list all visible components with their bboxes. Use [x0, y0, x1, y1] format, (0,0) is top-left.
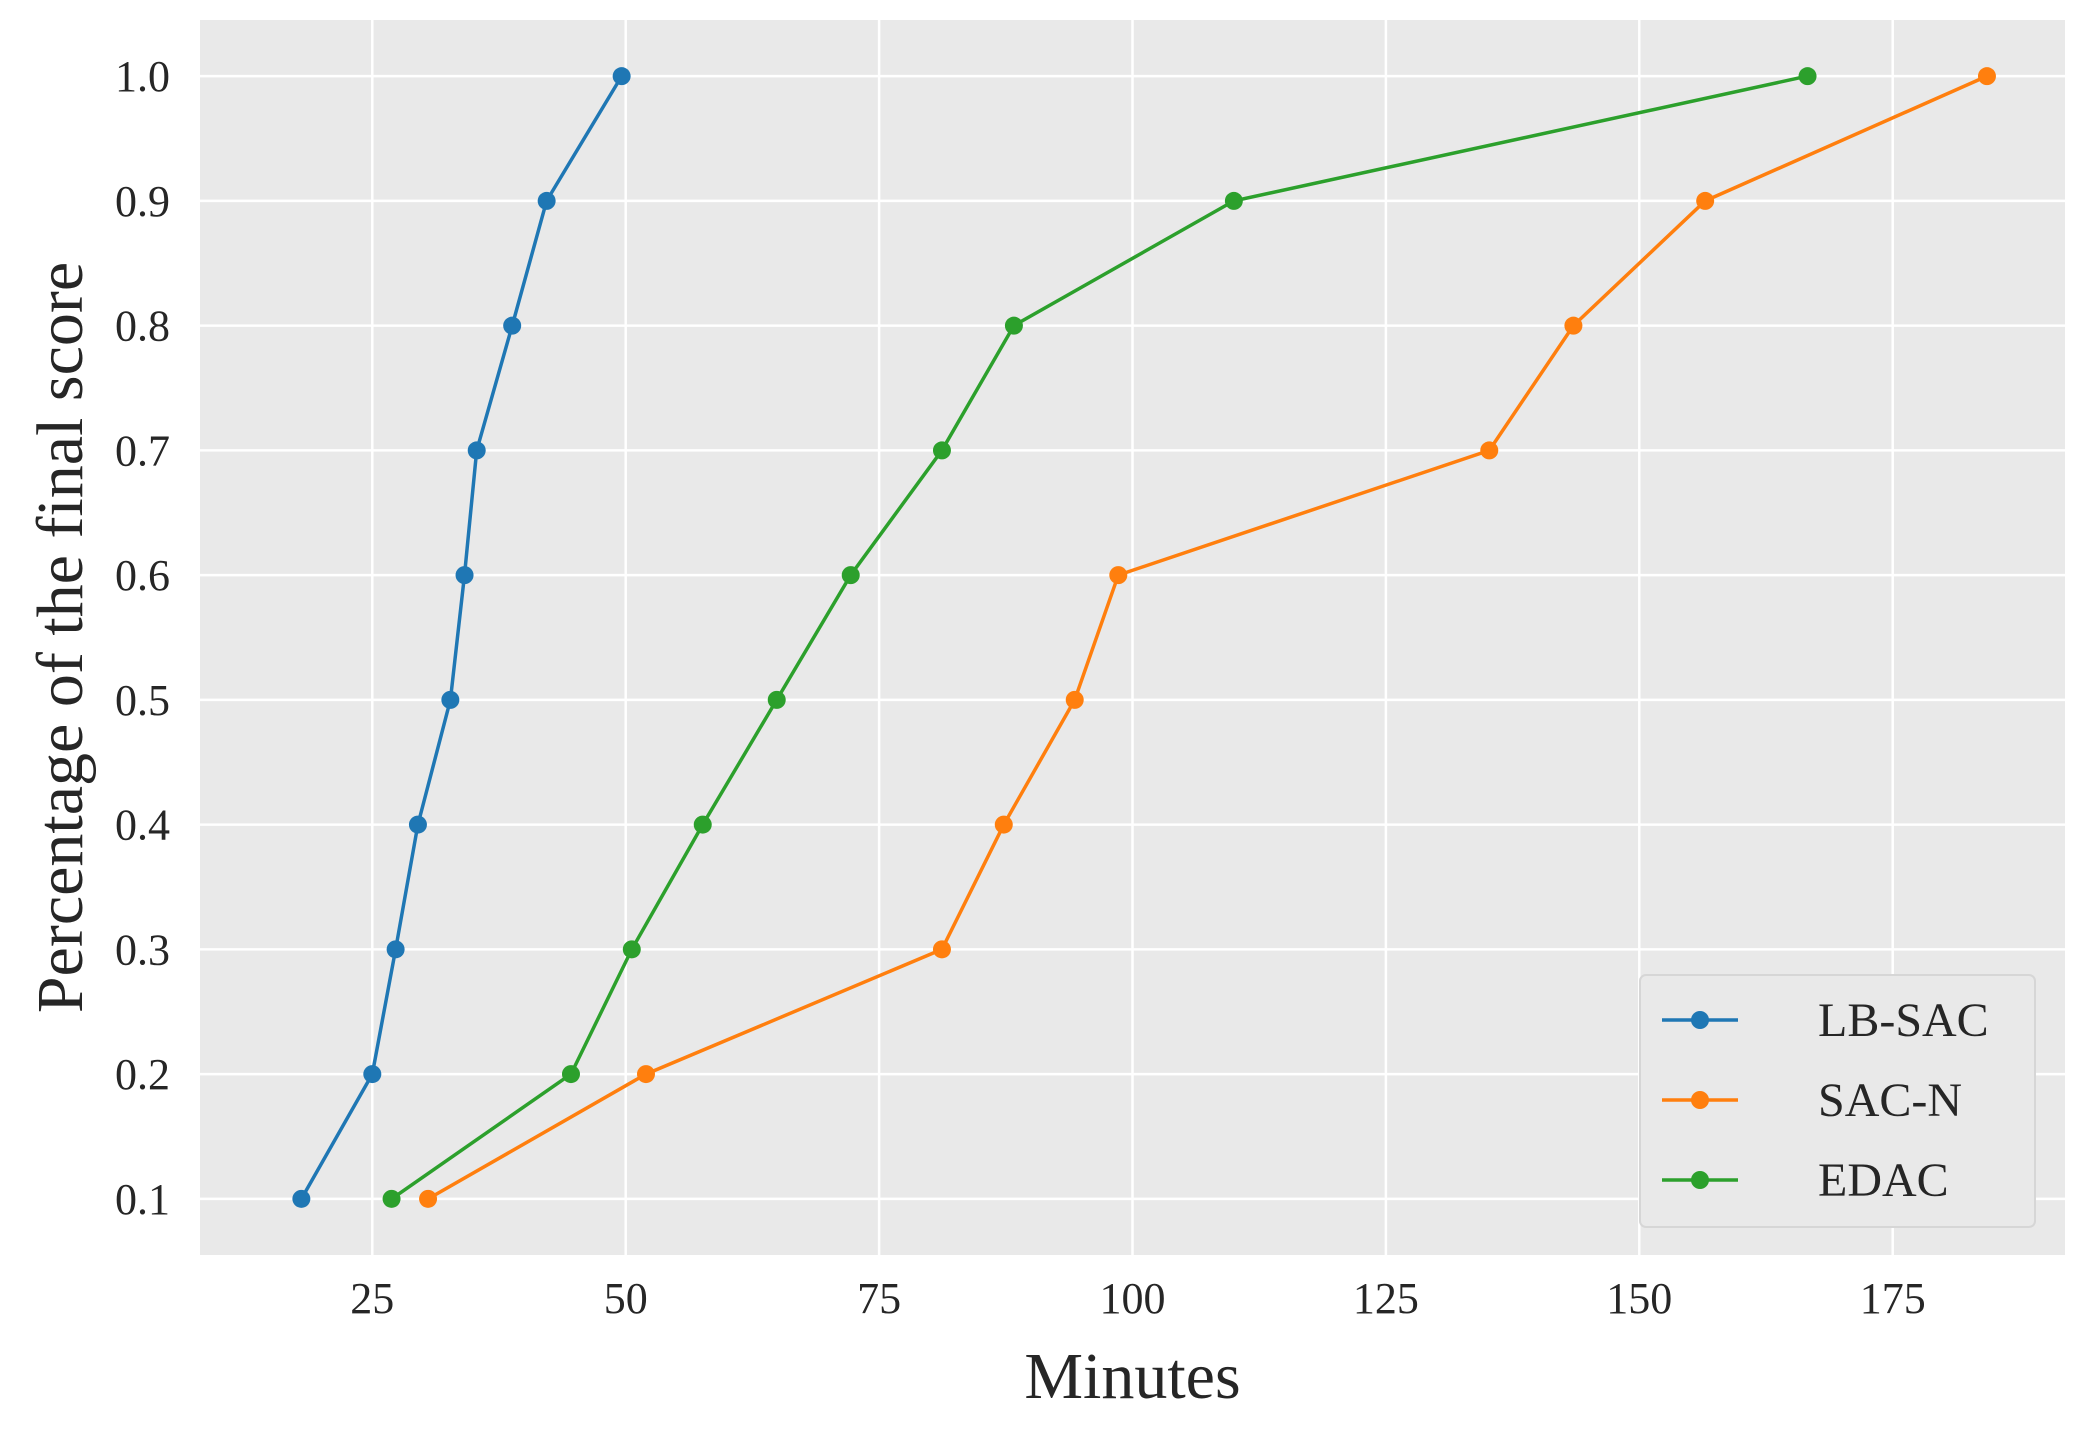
- x-tick-label: 75: [857, 1274, 901, 1323]
- y-tick-label: 0.4: [115, 801, 170, 850]
- data-point: [467, 441, 486, 460]
- legend-marker: [1691, 1011, 1709, 1029]
- series-line: [427, 74, 1988, 1201]
- tick-labels: 25 50 75 100 125 150 175 0.1 0.2 0.3 0.4 0.5 0.6 0.7 0…: [115, 52, 1926, 1323]
- legend-marker: [1691, 1171, 1709, 1189]
- data-point: [419, 1189, 438, 1208]
- series-layer: [292, 67, 1996, 1208]
- y-tick-label: 0.6: [115, 551, 170, 600]
- legend-marker: [1691, 1091, 1709, 1109]
- legend-label: EDAC: [1818, 1154, 1949, 1207]
- grid: [200, 20, 2065, 1255]
- data-point: [1977, 67, 1996, 86]
- data-point: [636, 1065, 655, 1084]
- x-axis-title: Minutes: [1024, 1340, 1240, 1413]
- legend-label: LB-SAC: [1818, 994, 1989, 1047]
- data-point: [612, 67, 631, 86]
- data-point: [537, 191, 556, 210]
- data-point: [441, 690, 460, 709]
- x-tick-label: 150: [1606, 1274, 1672, 1323]
- data-point: [767, 690, 786, 709]
- y-axis-title: Percentage of the final score: [24, 262, 97, 1013]
- legend-box: [1639, 974, 2036, 1228]
- data-point: [693, 815, 712, 834]
- data-point: [622, 940, 641, 959]
- data-point: [1798, 67, 1817, 86]
- legend-label: SAC-N: [1818, 1074, 1962, 1127]
- data-point: [1004, 316, 1023, 335]
- data-point: [1065, 690, 1084, 709]
- y-tick-label: 0.9: [115, 177, 170, 226]
- data-point: [1564, 316, 1583, 335]
- y-tick-label: 0.1: [115, 1175, 170, 1224]
- data-point: [503, 316, 522, 335]
- data-point: [1109, 566, 1128, 585]
- x-tick-label: 100: [1100, 1274, 1166, 1323]
- y-tick-label: 0.2: [115, 1050, 170, 1099]
- data-point: [1480, 441, 1499, 460]
- x-tick-label: 125: [1353, 1274, 1419, 1323]
- data-point: [363, 1065, 382, 1084]
- data-point: [561, 1065, 580, 1084]
- series-sac-n: [419, 67, 1996, 1208]
- legend-item: LB-SAC: [1662, 994, 1989, 1047]
- series-line: [390, 74, 1808, 1201]
- x-tick-label: 25: [350, 1274, 394, 1323]
- series-line: [299, 75, 624, 1200]
- data-point: [1224, 191, 1243, 210]
- data-point: [386, 940, 405, 959]
- data-point: [292, 1189, 311, 1208]
- data-point: [455, 566, 474, 585]
- data-point: [932, 940, 951, 959]
- y-tick-label: 0.7: [115, 426, 170, 475]
- series-lb-sac: [292, 67, 631, 1208]
- legend-item: EDAC: [1662, 1154, 1949, 1207]
- data-point: [1696, 191, 1715, 210]
- data-point: [382, 1189, 401, 1208]
- data-point: [408, 815, 427, 834]
- y-tick-label: 0.8: [115, 302, 170, 351]
- data-point: [994, 815, 1013, 834]
- legend-item: SAC-N: [1662, 1074, 1962, 1127]
- y-tick-label: 0.5: [115, 676, 170, 725]
- data-point: [932, 441, 951, 460]
- y-tick-label: 0.3: [115, 925, 170, 974]
- legend: LB-SAC SAC-N EDAC: [1639, 974, 2036, 1228]
- series-edac: [382, 67, 1817, 1208]
- data-point: [841, 566, 860, 585]
- x-tick-label: 50: [604, 1274, 648, 1323]
- y-tick-label: 1.0: [115, 52, 170, 101]
- x-tick-label: 175: [1860, 1274, 1926, 1323]
